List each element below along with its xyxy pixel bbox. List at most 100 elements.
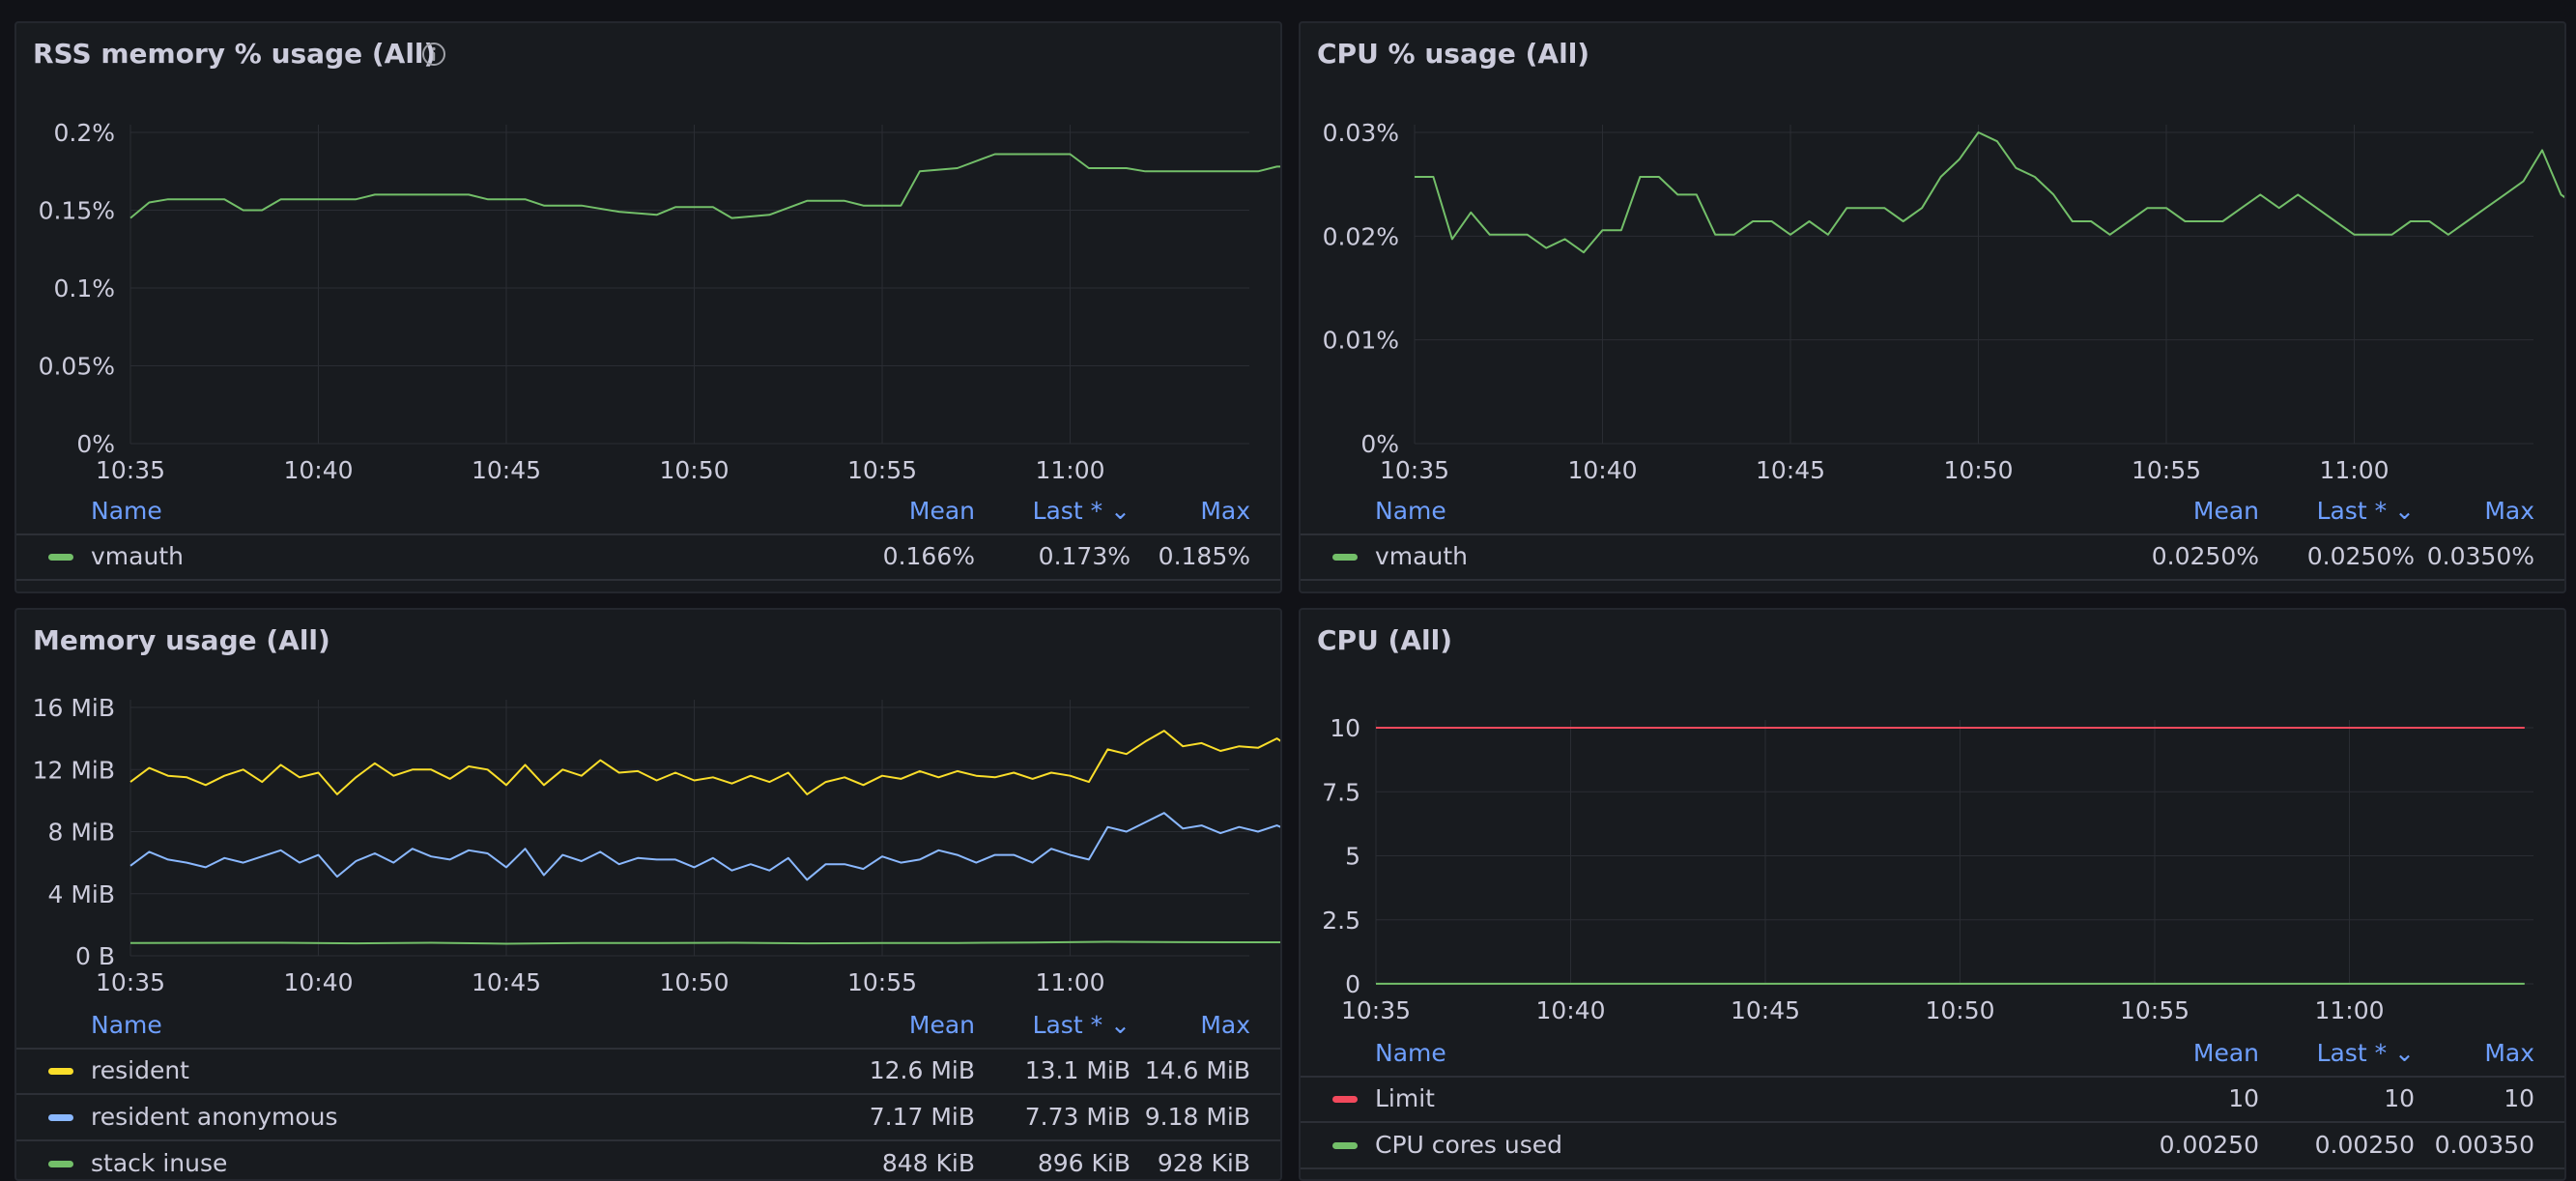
legend-row[interactable]: vmauth 0.166% 0.173% 0.185% — [16, 534, 1280, 581]
legend-row[interactable]: Limit 10 10 10 — [1301, 1077, 2564, 1123]
panel-cpu-percent: CPU % usage (All) 0% 0.01% 0.02% 0.03% 10:35… — [1299, 21, 2566, 593]
legend-max-value: 0.00350 — [2434, 1131, 2534, 1159]
y-tick-label: 0.01% — [1323, 327, 1399, 355]
panel-rss-memory: RSS memory % usage (All) 0% 0.05% 0.1% 0.15… — [14, 21, 1282, 593]
legend-row[interactable]: CPU cores used 0.00250 0.00250 0.00350 — [1301, 1123, 2564, 1169]
x-tick-label: 11:00 — [2314, 996, 2384, 1024]
y-tick-label: 0.03% — [1323, 119, 1399, 147]
legend-last-value: 0.173% — [1038, 542, 1131, 570]
legend-last-value: 0.00250 — [2314, 1131, 2415, 1159]
x-tick-label: 10:35 — [1341, 996, 1411, 1024]
y-tick-label: 0 — [1345, 970, 1360, 998]
legend-mean-header[interactable]: Mean — [2192, 1039, 2259, 1067]
legend-row[interactable]: resident anonymous 7.17 MiB 7.73 MiB 9.1… — [16, 1095, 1280, 1141]
panel-title[interactable]: CPU (All) — [1317, 624, 1453, 656]
legend-last-value: 0.0250% — [2306, 542, 2415, 570]
rss-memory-chart[interactable]: 0% 0.05% 0.1% 0.15% 0.2% 10:35 10:40 10:45 10:50… — [16, 23, 1282, 593]
y-tick-label: 0.15% — [39, 197, 115, 225]
y-tick-label: 2.5 — [1322, 907, 1360, 935]
y-tick-label: 5 — [1345, 843, 1360, 871]
x-tick-label: 10:50 — [659, 456, 729, 484]
panel-memory-usage: Memory usage (All) 0 B 4 MiB 8 MiB 12 MiB 16… — [14, 608, 1282, 1181]
legend-mean-value: 0.166% — [882, 542, 975, 570]
y-tick-label: 0.1% — [53, 274, 115, 302]
y-tick-label: 0.2% — [53, 119, 115, 147]
legend-series-name: resident anonymous — [91, 1103, 338, 1131]
legend-last-value: 10 — [2384, 1084, 2415, 1112]
legend-mean-value: 0.0250% — [2151, 542, 2259, 570]
legend-mean-value: 12.6 MiB — [869, 1056, 975, 1084]
legend-last-header[interactable]: Last * ⌄ — [2317, 489, 2415, 533]
legend-series-name: vmauth — [1375, 542, 1468, 570]
legend-row[interactable]: resident 12.6 MiB 13.1 MiB 14.6 MiB — [16, 1049, 1280, 1095]
y-tick-label: 0% — [1360, 430, 1399, 458]
legend-series-name: vmauth — [91, 542, 184, 570]
legend-series-name: Limit — [1375, 1084, 1435, 1112]
y-tick-label: 4 MiB — [47, 880, 115, 908]
x-tick-label: 10:45 — [472, 968, 541, 996]
panel-title[interactable]: Memory usage (All) — [33, 624, 330, 656]
x-tick-label: 11:00 — [2319, 456, 2389, 484]
legend-name-header[interactable]: Name — [91, 497, 162, 525]
chevron-down-icon: ⌄ — [1110, 497, 1131, 525]
y-tick-label: 0% — [76, 430, 115, 458]
x-tick-label: 10:50 — [1943, 456, 2013, 484]
legend-max-header[interactable]: Max — [1200, 497, 1250, 525]
y-tick-label: 0 B — [75, 942, 115, 970]
legend-mean-value: 7.17 MiB — [869, 1103, 975, 1131]
panel-title[interactable]: CPU % usage (All) — [1317, 38, 1590, 70]
y-tick-label: 8 MiB — [47, 819, 115, 847]
x-tick-label: 10:50 — [1925, 996, 1994, 1024]
cpu-cores-chart[interactable]: 0 2.5 5 7.5 10 10:35 10:40 10:45 10:50 10:55 11:00 — [1301, 610, 2566, 1181]
legend-mean-value: 0.00250 — [2159, 1131, 2259, 1159]
legend-header: Name Mean Last * ⌄ Max — [1301, 489, 2564, 535]
memory-usage-chart[interactable]: 0 B 4 MiB 8 MiB 12 MiB 16 MiB 10:35 10:40 10:45… — [16, 610, 1282, 1181]
legend-last-header[interactable]: Last * ⌄ — [1033, 489, 1131, 533]
legend-max-header[interactable]: Max — [2484, 497, 2534, 525]
x-tick-label: 11:00 — [1035, 456, 1104, 484]
x-tick-label: 10:40 — [1567, 456, 1637, 484]
panel-title[interactable]: RSS memory % usage (All) — [33, 38, 437, 70]
legend-last-header-label: Last * — [1032, 1011, 1103, 1039]
legend-name-header[interactable]: Name — [1375, 1039, 1446, 1067]
series-color-swatch — [1332, 1142, 1358, 1149]
legend-mean-header[interactable]: Mean — [2192, 497, 2259, 525]
legend-last-value: 13.1 MiB — [1024, 1056, 1131, 1084]
legend-mean-header[interactable]: Mean — [908, 1011, 975, 1039]
y-tick-label: 7.5 — [1322, 778, 1360, 806]
series-color-swatch — [48, 1114, 73, 1121]
y-tick-label: 16 MiB — [33, 694, 115, 722]
legend-mean-header[interactable]: Mean — [908, 497, 975, 525]
legend-name-header[interactable]: Name — [1375, 497, 1446, 525]
cpu-percent-chart[interactable]: 0% 0.01% 0.02% 0.03% 10:35 10:40 10:45 10:50 10:… — [1301, 23, 2566, 593]
series-line — [129, 812, 1280, 881]
legend-max-header[interactable]: Max — [1200, 1011, 1250, 1039]
legend-last-header[interactable]: Last * ⌄ — [1033, 1003, 1131, 1048]
legend-last-header-label: Last * — [2316, 497, 2388, 525]
legend-last-value: 7.73 MiB — [1024, 1103, 1131, 1131]
legend-header: Name Mean Last * ⌄ Max — [16, 1003, 1280, 1050]
chevron-down-icon: ⌄ — [2394, 1039, 2415, 1067]
series-line — [129, 940, 1280, 945]
legend-row[interactable]: stack inuse 848 KiB 896 KiB 928 KiB — [16, 1141, 1280, 1179]
info-icon[interactable] — [420, 41, 447, 68]
x-tick-label: 10:55 — [2120, 996, 2190, 1024]
chevron-down-icon: ⌄ — [2394, 497, 2415, 525]
y-tick-label: 0.02% — [1323, 222, 1399, 250]
legend-row[interactable]: vmauth 0.0250% 0.0250% 0.0350% — [1301, 534, 2564, 581]
x-tick-label: 10:45 — [1756, 456, 1825, 484]
legend-header: Name Mean Last * ⌄ Max — [1301, 1031, 2564, 1078]
legend-max-value: 0.0350% — [2426, 542, 2534, 570]
x-tick-label: 10:50 — [659, 968, 729, 996]
legend-last-header[interactable]: Last * ⌄ — [2317, 1031, 2415, 1076]
legend-last-header-label: Last * — [2316, 1039, 2388, 1067]
panel-cpu-cores: CPU (All) 0 2.5 5 7.5 10 10:35 10:40 10:45 10:50… — [1299, 608, 2566, 1181]
x-tick-label: 10:45 — [1731, 996, 1800, 1024]
series-color-swatch — [48, 1068, 73, 1075]
legend-series-name: CPU cores used — [1375, 1131, 1563, 1159]
series-color-swatch — [48, 1161, 73, 1167]
legend-max-header[interactable]: Max — [2484, 1039, 2534, 1067]
x-tick-label: 11:00 — [1035, 968, 1104, 996]
legend-name-header[interactable]: Name — [91, 1011, 162, 1039]
series-line — [129, 153, 1280, 219]
